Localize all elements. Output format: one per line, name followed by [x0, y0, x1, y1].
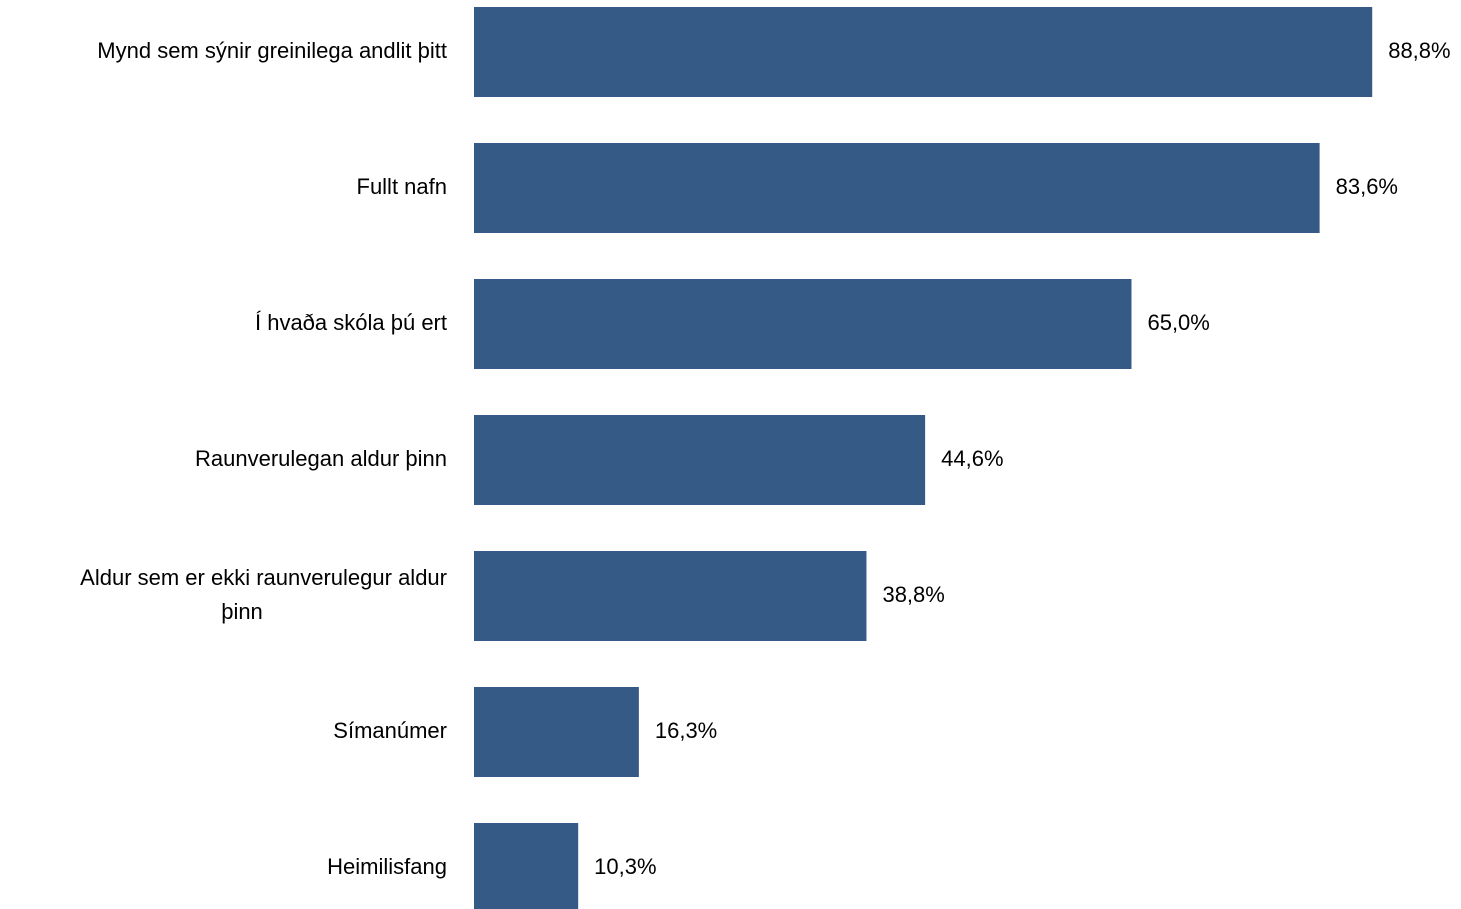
category-label-3: Í hvaða skóla þú ert	[255, 310, 447, 335]
bar-7	[474, 823, 579, 909]
value-labels-group: 88,8% 83,6% 65,0% 44,6% 38,8% 16,3% 10,3%	[594, 38, 1450, 879]
category-labels-group: Mynd sem sýnir greinilega andlit þitt Ful…	[80, 38, 447, 879]
category-label-4: Raunverulegan aldur þinn	[195, 446, 447, 471]
value-label-3: 65,0%	[1147, 310, 1209, 335]
category-label-6: Símanúmer	[333, 718, 447, 743]
category-label-1: Mynd sem sýnir greinilega andlit þitt	[97, 38, 447, 63]
bars-group	[474, 7, 1373, 909]
value-label-7: 10,3%	[594, 854, 656, 879]
bar-3	[474, 279, 1132, 369]
value-label-2: 83,6%	[1336, 174, 1398, 199]
bar-5	[474, 551, 867, 641]
bar-2	[474, 143, 1320, 233]
bar-6	[474, 687, 639, 777]
bar-4	[474, 415, 926, 505]
category-label-2: Fullt nafn	[357, 174, 448, 199]
value-label-4: 44,6%	[941, 446, 1003, 471]
category-label-7: Heimilisfang	[327, 854, 447, 879]
value-label-5: 38,8%	[882, 582, 944, 607]
value-label-1: 88,8%	[1388, 38, 1450, 63]
category-label-5: Aldur sem er ekki raunverulegur aldur þin…	[80, 565, 447, 624]
bar-1	[474, 7, 1373, 97]
value-label-6: 16,3%	[655, 718, 717, 743]
